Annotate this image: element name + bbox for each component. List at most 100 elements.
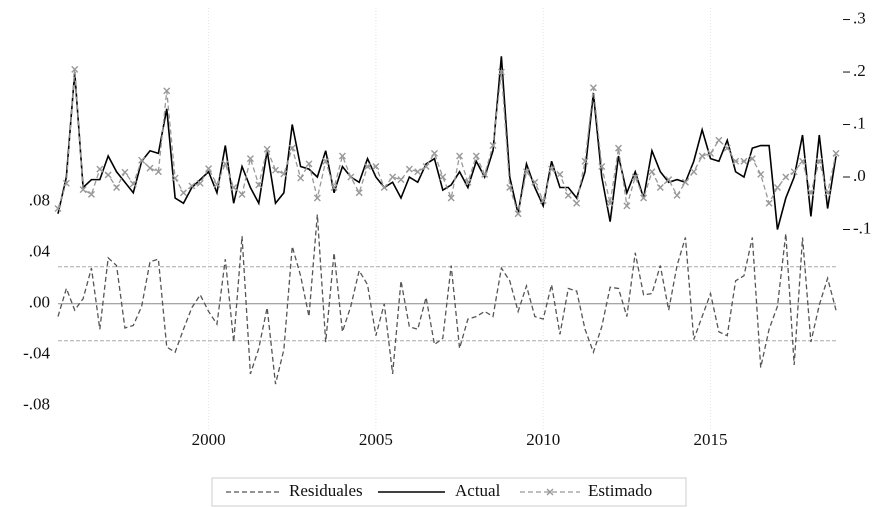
point-marker [104, 171, 112, 179]
point-marker [522, 168, 530, 176]
point-marker [196, 179, 204, 187]
x-tick-label: 2005 [359, 430, 393, 449]
legend-label: Residuales [289, 481, 363, 500]
point-marker [815, 157, 823, 165]
point-marker [773, 184, 781, 192]
point-marker [640, 194, 648, 202]
point-marker [740, 157, 748, 165]
series-line [57, 56, 837, 230]
point-marker [213, 180, 221, 188]
point-marker [690, 168, 698, 176]
point-marker [506, 184, 514, 192]
point-marker [832, 149, 840, 157]
point-marker [497, 68, 505, 76]
point-marker [439, 173, 447, 181]
point-marker [272, 166, 279, 174]
point-marker [372, 163, 380, 171]
point-marker [799, 157, 807, 165]
point-marker [54, 205, 62, 212]
point-marker [322, 157, 330, 165]
point-marker [665, 176, 673, 184]
y-tick-label: .00 [29, 293, 50, 312]
point-marker [87, 190, 95, 198]
point-marker [782, 173, 790, 181]
x-tick-label: 2015 [694, 430, 728, 449]
point-marker [673, 191, 681, 199]
point-marker [380, 184, 388, 192]
point-marker [472, 152, 480, 160]
point-marker [430, 149, 438, 157]
point-marker [456, 152, 464, 160]
point-marker [121, 168, 129, 176]
series-line [57, 214, 837, 385]
y2-tick-label: .2 [853, 61, 866, 80]
point-marker [129, 180, 137, 188]
point-marker [615, 144, 622, 152]
point-marker [489, 142, 497, 150]
y-tick-label: .04 [29, 242, 51, 261]
point-marker [405, 165, 413, 173]
point-marker [96, 165, 104, 173]
point-marker [707, 149, 715, 157]
point-marker [715, 136, 723, 144]
point-marker [246, 155, 254, 163]
y-tick-label: -.08 [23, 395, 50, 414]
point-marker [255, 181, 263, 189]
point-marker [280, 170, 288, 178]
series-line [57, 69, 837, 214]
point-marker [221, 160, 229, 168]
point-marker [364, 163, 372, 171]
point-marker [414, 168, 422, 176]
y-tick-label: -.04 [23, 344, 50, 363]
point-marker [79, 186, 87, 194]
point-marker [514, 210, 522, 218]
point-marker [631, 173, 639, 181]
point-marker [71, 65, 79, 73]
point-marker [113, 184, 121, 192]
legend-marker [546, 488, 554, 496]
point-marker [531, 178, 539, 186]
point-marker [698, 152, 706, 160]
point-marker [330, 184, 338, 192]
y2-tick-label: .1 [853, 113, 866, 132]
point-marker [62, 179, 70, 187]
y2-tick-label: .0 [853, 166, 866, 185]
point-marker [589, 84, 597, 92]
point-marker [732, 157, 740, 165]
point-marker [355, 189, 363, 197]
point-marker [648, 168, 656, 176]
point-marker [138, 156, 146, 164]
point-marker [188, 182, 196, 190]
point-marker [464, 178, 472, 186]
point-marker [447, 194, 455, 202]
y-tick-label: .08 [29, 191, 50, 210]
legend-label: Actual [455, 481, 501, 500]
point-marker [606, 199, 614, 207]
point-marker [556, 170, 564, 178]
point-marker [723, 144, 731, 152]
legend-box [211, 477, 687, 507]
point-marker [347, 173, 355, 181]
point-marker [807, 189, 815, 197]
point-marker [205, 165, 213, 173]
point-marker [573, 199, 581, 207]
point-marker [146, 164, 154, 172]
point-marker [171, 174, 179, 182]
point-marker [790, 168, 798, 176]
point-marker [598, 163, 606, 171]
point-marker [389, 173, 397, 181]
point-marker [288, 144, 296, 152]
point-marker [564, 191, 572, 199]
point-marker [154, 168, 162, 176]
point-marker [313, 194, 321, 202]
point-marker [305, 160, 313, 168]
point-marker [163, 87, 171, 95]
point-marker [238, 190, 246, 198]
point-marker [765, 199, 773, 207]
point-marker [263, 145, 271, 153]
point-marker [230, 184, 238, 192]
point-marker [824, 189, 832, 197]
point-marker [623, 202, 631, 210]
x-tick-label: 2000 [192, 430, 226, 449]
